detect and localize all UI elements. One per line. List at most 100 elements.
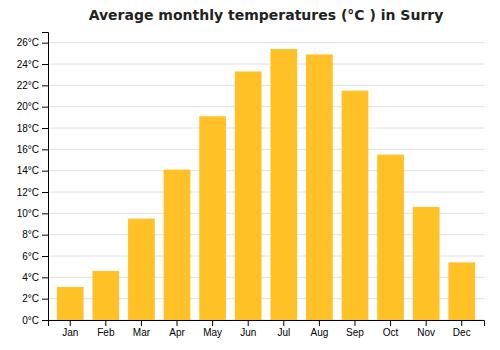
x-tick-label: May — [203, 327, 222, 338]
x-tick-mark — [283, 320, 284, 326]
grid-line — [48, 85, 484, 86]
x-axis-line — [49, 321, 485, 327]
grid-line — [48, 64, 484, 65]
y-tick-label: 14°C — [17, 165, 39, 176]
y-tick-label: 18°C — [17, 123, 39, 134]
bar — [377, 155, 404, 320]
y-tick-mark — [42, 320, 48, 321]
x-tick: Nov — [417, 320, 435, 338]
x-tick: Jan — [62, 320, 78, 338]
plot: 0°C 2°C 4°C 6°C 8°C 10°C 12°C 14°C 16°C 18°C 20°C 2… — [17, 33, 485, 339]
y-tick-label: 20°C — [17, 101, 39, 112]
x-tick: Jul — [277, 320, 290, 338]
bar — [57, 287, 84, 320]
y-axis: 0°C 2°C 4°C 6°C 8°C 10°C 12°C 14°C 16°C 18°C 20°C 2… — [17, 33, 49, 326]
bar — [342, 91, 369, 320]
x-tick-label: Jan — [62, 327, 78, 338]
x-tick-mark — [212, 320, 213, 326]
y-tick: 6°C — [22, 251, 48, 262]
y-tick-mark — [42, 85, 48, 86]
y-tick: 16°C — [17, 144, 48, 155]
bar — [270, 49, 297, 320]
x-tick-label: Nov — [417, 327, 435, 338]
x-tick-mark — [248, 320, 249, 326]
x-tick-label: Feb — [97, 327, 115, 338]
y-tick-label: 26°C — [17, 37, 39, 48]
y-tick-mark — [42, 299, 48, 300]
x-tick: Feb — [97, 320, 115, 338]
bar — [164, 170, 191, 320]
grid-line — [48, 170, 484, 171]
y-tick-label: 22°C — [17, 80, 39, 91]
x-tick-label: Apr — [169, 327, 185, 338]
y-tick-mark — [42, 192, 48, 193]
y-tick: 2°C — [22, 293, 48, 304]
x-tick-label: Jun — [240, 327, 256, 338]
x-tick-label: Dec — [453, 327, 471, 338]
x-tick-mark — [319, 320, 320, 326]
y-tick: 10°C — [17, 208, 48, 219]
x-tick-mark — [177, 320, 178, 326]
bar — [306, 54, 333, 320]
x-tick: Aug — [310, 320, 328, 338]
title: Average monthly temperatures (°C ) in Su… — [89, 7, 444, 23]
x-tick: Mar — [133, 320, 151, 338]
y-tick: 12°C — [17, 187, 48, 198]
y-tick-mark — [42, 64, 48, 65]
y-tick-mark — [42, 256, 48, 257]
x-tick-mark — [141, 320, 142, 326]
y-tick-mark — [42, 128, 48, 129]
y-tick-mark — [42, 235, 48, 236]
bar — [92, 271, 119, 320]
y-tick: 20°C — [17, 101, 48, 112]
grid-line — [48, 42, 484, 43]
x-tick-mark — [461, 320, 462, 326]
bar — [199, 116, 226, 320]
x-tick-mark — [105, 320, 106, 326]
y-tick: 22°C — [17, 80, 48, 91]
y-tick-mark — [42, 43, 48, 44]
y-tick-mark — [42, 171, 48, 172]
y-tick-mark — [42, 277, 48, 278]
x-tick: Dec — [453, 320, 471, 338]
bar — [448, 262, 475, 320]
x-tick-mark — [426, 320, 427, 326]
grid-line — [48, 128, 484, 129]
y-tick: 18°C — [17, 123, 48, 134]
y-tick-mark — [42, 107, 48, 108]
y-tick: 26°C — [17, 37, 48, 48]
bar — [413, 207, 440, 320]
x-tick: May — [203, 320, 222, 338]
x-tick: Apr — [169, 320, 185, 338]
y-tick-mark — [42, 149, 48, 150]
y-axis-line — [42, 33, 49, 321]
x-tick-mark — [354, 320, 355, 326]
x-tick-label: Aug — [310, 327, 328, 338]
y-tick: 24°C — [17, 59, 48, 70]
x-tick-label: Oct — [383, 327, 399, 338]
grid-line — [48, 192, 484, 193]
bar — [235, 71, 262, 320]
x-tick: Jun — [240, 320, 256, 338]
y-tick-label: 6°C — [22, 251, 39, 262]
x-tick-label: Jul — [277, 327, 290, 338]
y-tick-label: 24°C — [17, 59, 39, 70]
grid — [48, 43, 484, 320]
y-tick-mark — [42, 213, 48, 214]
x-tick-label: Mar — [133, 327, 151, 338]
y-tick: 0°C — [22, 315, 48, 326]
grid-line — [48, 149, 484, 150]
y-tick-label: 8°C — [22, 229, 39, 240]
y-tick: 8°C — [22, 229, 48, 240]
x-axis: Jan Feb Mar Apr May Jun Jul Aug Sep Oct Nov Dec — [49, 320, 485, 338]
x-tick: Sep — [346, 320, 364, 338]
chart: 0°C 2°C 4°C 6°C 8°C 10°C 12°C 14°C 16°C 18°C 20°C 2… — [0, 0, 500, 350]
y-tick-label: 0°C — [22, 315, 39, 326]
grid-line — [48, 106, 484, 107]
y-tick: 4°C — [22, 272, 48, 283]
x-tick: Oct — [383, 320, 399, 338]
y-tick-label: 12°C — [17, 187, 39, 198]
y-tick-label: 2°C — [22, 293, 39, 304]
x-tick-mark — [390, 320, 391, 326]
y-tick-label: 10°C — [17, 208, 39, 219]
